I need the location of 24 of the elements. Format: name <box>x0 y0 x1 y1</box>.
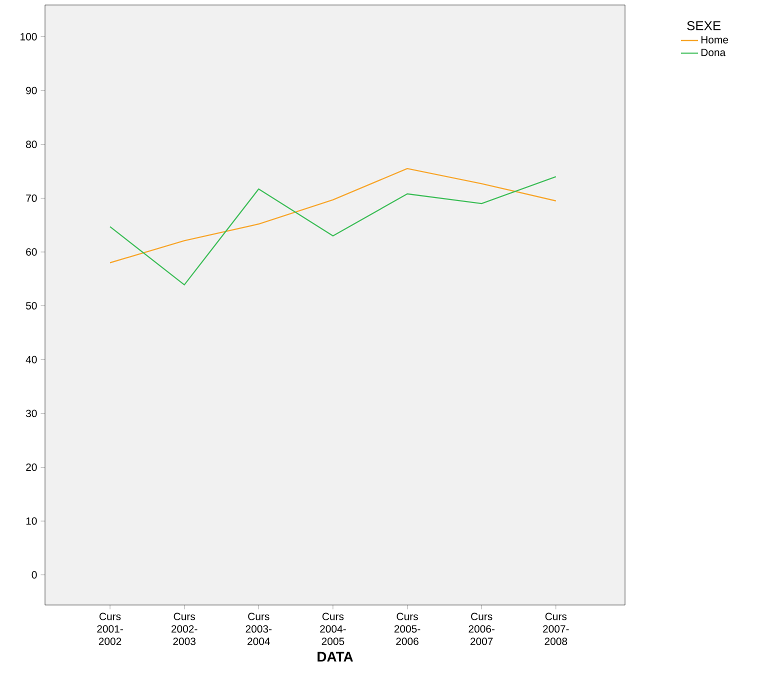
x-tick-label: Curs 2006-2007 <box>468 612 494 646</box>
x-tick-label: Curs 2001-2002 <box>97 612 123 646</box>
y-tick-label: 60 <box>26 248 37 256</box>
x-tick-label: Curs 2005-2006 <box>394 612 420 646</box>
legend-label: Home <box>701 36 728 44</box>
x-tick-label: Curs 2002-2003 <box>171 612 198 646</box>
y-tick-label: 70 <box>26 194 37 202</box>
legend-title: SEXE <box>687 21 721 30</box>
y-tick-label: 20 <box>26 464 37 471</box>
x-axis-title: DATA <box>318 652 353 662</box>
x-tick-label: Curs 2007-2008 <box>543 612 569 646</box>
x-tick-label: Curs 2004-2005 <box>320 612 346 646</box>
y-tick-label: 80 <box>26 140 37 148</box>
y-tick-label: 10 <box>26 517 37 525</box>
y-tick-label: 90 <box>26 86 37 94</box>
legend-label: Dona <box>701 48 726 56</box>
line-series <box>109 168 556 264</box>
y-tick-label: 100 <box>20 33 37 40</box>
x-tick-label: Curs 2003-2004 <box>246 612 272 646</box>
line-series <box>109 176 556 286</box>
y-tick-label: 0 <box>32 571 37 579</box>
y-tick-label: 50 <box>26 302 37 310</box>
y-tick-label: 40 <box>26 356 37 364</box>
y-tick-label: 30 <box>26 410 37 418</box>
